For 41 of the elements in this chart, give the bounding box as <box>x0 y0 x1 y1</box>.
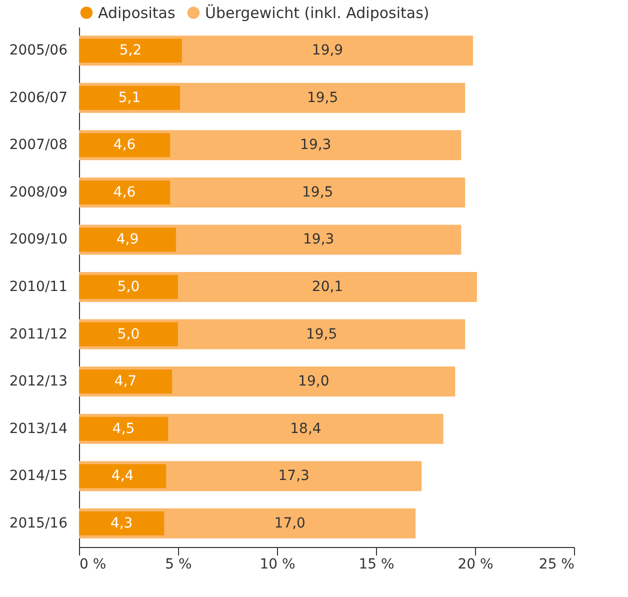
data-label: 18,4 <box>290 420 322 437</box>
data-label: 4,6 <box>113 184 136 200</box>
y-tick-label: 2009/10 <box>9 232 68 248</box>
data-label: 5,1 <box>118 90 141 106</box>
y-tick-label: 2014/15 <box>9 468 68 484</box>
data-label: 20,1 <box>312 279 344 295</box>
data-label: 19,0 <box>298 374 330 390</box>
x-tick-label: 20 % <box>458 556 494 572</box>
x-tick-label: 15 % <box>358 556 394 572</box>
x-tick-label: 10 % <box>260 556 296 572</box>
legend-label: Adipositas <box>98 4 176 22</box>
data-label: 19,3 <box>300 137 332 154</box>
y-tick-label: 2011/12 <box>9 326 68 342</box>
y-tick-label: 2007/08 <box>9 137 68 154</box>
data-label: 4,3 <box>110 515 133 532</box>
data-label: 5,2 <box>119 42 142 59</box>
legend-label: Übergewicht (inkl. Adipositas) <box>205 4 430 22</box>
x-tick-label: 0 % <box>80 556 106 572</box>
data-label: 4,7 <box>114 374 137 390</box>
y-tick-label: 2008/09 <box>9 184 68 200</box>
data-label: 19,5 <box>306 326 338 342</box>
y-tick-label: 2012/13 <box>9 374 68 390</box>
data-label: 5,0 <box>117 279 140 295</box>
data-label: 17,0 <box>274 515 306 532</box>
y-tick-label: 2013/14 <box>9 420 68 437</box>
data-label: 19,5 <box>306 90 338 106</box>
y-tick-label: 2006/07 <box>9 90 68 106</box>
data-label: 5,0 <box>117 326 140 342</box>
data-label: 19,3 <box>302 232 334 248</box>
data-label: 4,4 <box>111 468 134 484</box>
data-label: 4,6 <box>113 137 136 154</box>
x-tick-label: 5 % <box>165 556 192 572</box>
data-label: 4,9 <box>116 232 139 248</box>
x-tick-label: 25 % <box>538 556 574 572</box>
y-tick-label: 2010/11 <box>9 279 68 295</box>
data-label: 19,9 <box>312 42 344 59</box>
data-label: 17,3 <box>278 468 310 484</box>
y-tick-label: 2015/16 <box>9 515 68 532</box>
y-tick-label: 2005/06 <box>9 42 68 59</box>
data-label: 19,5 <box>302 184 334 200</box>
data-label: 4,5 <box>112 420 135 437</box>
